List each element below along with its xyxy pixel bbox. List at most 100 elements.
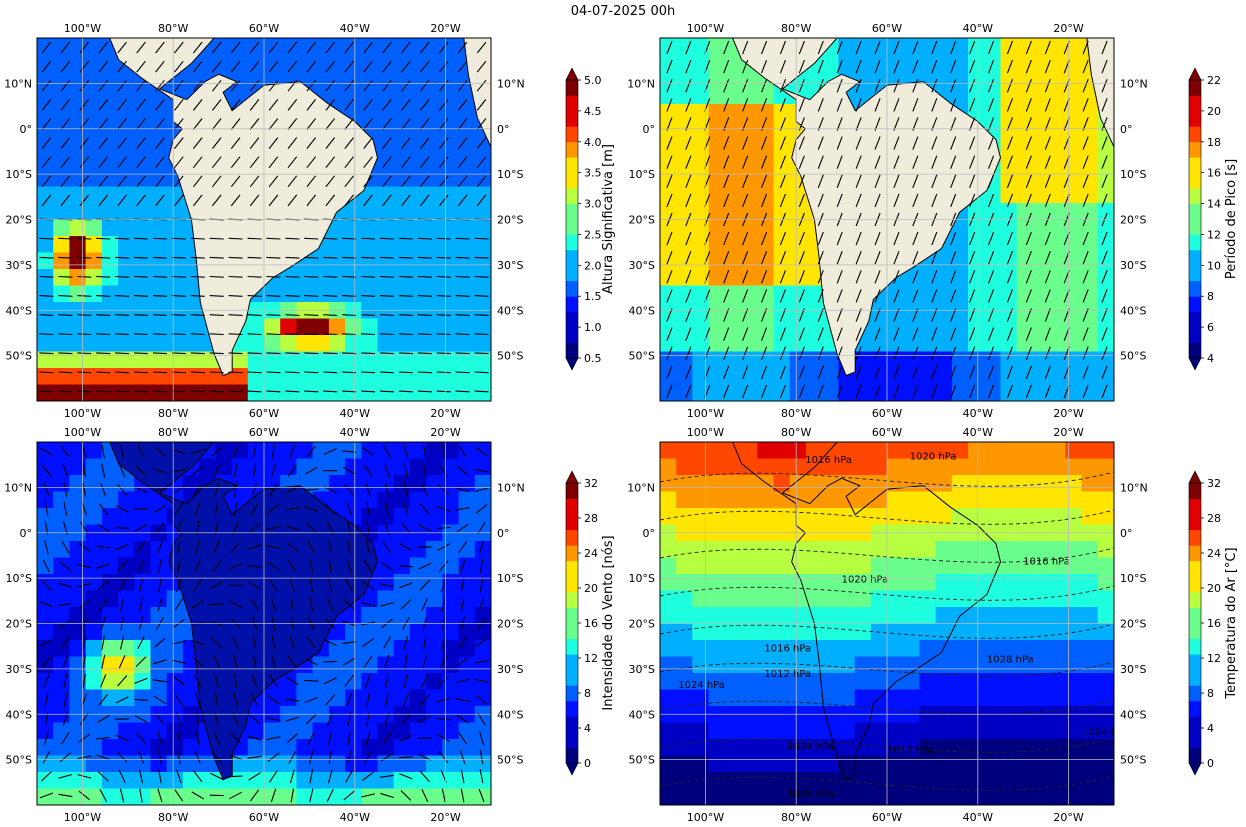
isobar-label: 1016 hPa <box>805 455 852 466</box>
direction-arrow <box>58 582 73 588</box>
heat-cell <box>887 475 904 493</box>
heat-cell <box>1065 38 1083 56</box>
heat-cell <box>1081 442 1099 460</box>
heat-cell <box>1016 541 1034 559</box>
direction-arrow <box>342 390 357 393</box>
heat-cell <box>458 137 476 155</box>
heat-cell <box>919 739 937 757</box>
heat-cell <box>919 442 937 460</box>
direction-arrow <box>77 564 92 569</box>
heat-cell <box>903 788 920 805</box>
direction-arrow <box>152 256 167 259</box>
direction-arrow <box>437 543 451 551</box>
direction-arrow <box>77 333 92 336</box>
colorbar-tick-label: 12 <box>1207 228 1221 241</box>
heat-cell <box>692 491 710 509</box>
direction-arrow <box>950 136 957 150</box>
heat-cell <box>442 607 460 625</box>
heat-cell <box>118 722 135 740</box>
direction-arrow <box>98 99 109 111</box>
heat-cell <box>757 285 775 303</box>
heat-cell <box>692 755 710 773</box>
heat-cell <box>805 772 823 790</box>
direction-arrow <box>304 352 319 355</box>
heat-cell <box>458 87 476 105</box>
direction-arrow <box>152 314 167 316</box>
direction-arrow <box>97 771 109 782</box>
direction-arrow <box>134 314 149 316</box>
heat-cell <box>474 351 491 369</box>
heat-cell <box>708 87 726 105</box>
heat-cell <box>134 384 152 401</box>
direction-arrow <box>1101 250 1108 265</box>
heat-cell <box>264 722 281 740</box>
heat-cell <box>426 219 443 237</box>
lat-tick-label-left: 0° <box>643 123 656 136</box>
heat-cell <box>101 458 119 476</box>
direction-arrow <box>438 60 449 73</box>
heat-cell <box>757 689 775 707</box>
direction-arrow <box>855 155 862 169</box>
heat-cell <box>870 368 888 386</box>
direction-arrow <box>987 136 995 150</box>
heat-cell <box>676 491 693 509</box>
heat-cell <box>741 203 758 221</box>
direction-arrow <box>306 79 317 92</box>
direction-arrow <box>115 237 130 240</box>
direction-arrow <box>44 731 49 746</box>
heat-cell <box>1032 640 1050 658</box>
heat-cell <box>393 590 411 608</box>
heat-cell <box>692 153 710 171</box>
heat-cell <box>1049 656 1066 674</box>
direction-arrow <box>266 333 281 336</box>
heat-cell <box>345 673 362 691</box>
heat-cell <box>708 219 726 237</box>
direction-arrow <box>60 636 70 649</box>
heat-cell <box>345 236 362 254</box>
heat-cell <box>118 673 135 691</box>
direction-arrow <box>325 694 336 706</box>
direction-arrow <box>266 237 281 240</box>
heat-cell <box>838 442 856 460</box>
lat-tick-label-left: 10°N <box>4 481 32 494</box>
direction-arrow <box>363 137 373 149</box>
heat-cell <box>264 442 281 460</box>
direction-arrow <box>266 371 281 374</box>
heat-cell <box>805 755 823 773</box>
heat-cell <box>458 673 476 691</box>
direction-arrow <box>798 136 805 150</box>
direction-arrow <box>268 60 279 73</box>
heat-cell <box>312 269 330 287</box>
direction-arrow <box>228 275 243 278</box>
direction-arrow <box>233 692 238 707</box>
heat-cell <box>312 442 330 460</box>
heat-cell <box>951 557 969 575</box>
lat-tick-label-right: 40°S <box>497 304 523 317</box>
map-panel: 100°W100°W80°W80°W60°W60°W40°W40°W20°W20… <box>627 22 1239 420</box>
heat-cell <box>474 137 491 155</box>
direction-arrow <box>855 79 862 93</box>
direction-arrow <box>363 156 373 169</box>
direction-arrow <box>100 483 107 497</box>
lat-tick-label-left: 30°S <box>629 663 655 676</box>
heat-cell <box>708 442 726 460</box>
heat-cell <box>984 442 1002 460</box>
direction-arrow <box>328 750 332 765</box>
heat-cell <box>312 656 330 674</box>
heat-cell <box>1016 335 1034 353</box>
direction-arrow <box>723 251 730 265</box>
lon-tick-label-top: 60°W <box>872 426 902 439</box>
direction-arrow <box>347 540 351 555</box>
heat-cell <box>1000 87 1018 105</box>
heat-cell <box>345 203 362 221</box>
lat-tick-label-right: 10°N <box>1120 481 1148 494</box>
colorbar-extend-min <box>1188 762 1202 776</box>
heat-cell <box>393 607 411 625</box>
heat-cell <box>150 557 168 575</box>
direction-arrow <box>421 788 429 803</box>
heat-cell <box>134 203 152 221</box>
heat-cell <box>968 269 985 287</box>
direction-arrow <box>1101 98 1108 112</box>
heat-cell <box>150 351 168 369</box>
